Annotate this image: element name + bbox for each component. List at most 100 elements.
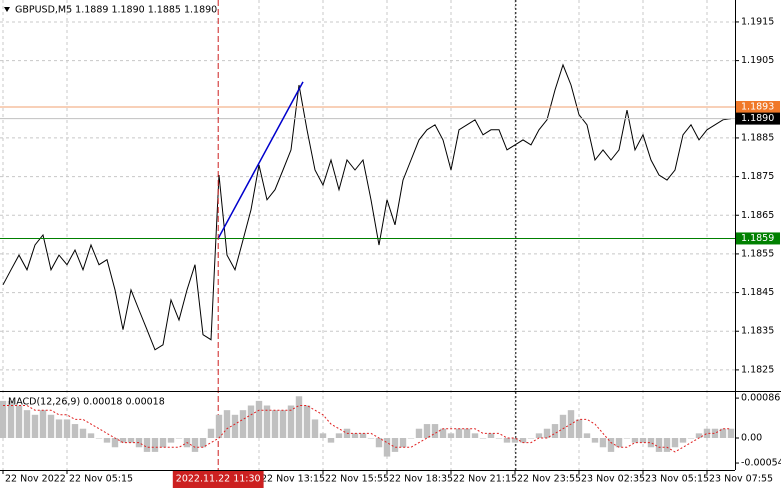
x-tick-label: 23 Nov 02:35 <box>581 474 645 485</box>
macd-bar <box>575 419 583 438</box>
x-tick-label: 23 Nov 05:15 <box>645 474 709 485</box>
macd-bar <box>95 437 103 439</box>
macd-bar <box>7 400 15 438</box>
macd-bar <box>591 437 599 443</box>
axis-labels: 1.1915 1.1905 1.1885 1.1875 1.1865 1.1855 1.18… <box>2 16 781 488</box>
macd-bar <box>679 437 687 443</box>
x-tick-label: 23 Nov 07:55 <box>709 474 773 485</box>
macd-panel <box>0 396 735 457</box>
y-tick-label: 1.1855 <box>741 248 774 259</box>
macd-bar <box>391 437 399 452</box>
macd-bar <box>543 428 551 438</box>
macd-bar <box>351 433 359 438</box>
macd-bar <box>703 428 711 438</box>
price-line <box>2 63 732 351</box>
macd-bar <box>295 396 303 438</box>
macd-title: MACD(12,26,9) 0.00018 0.00018 <box>8 397 165 408</box>
macd-bar <box>255 400 263 438</box>
macd-bar <box>327 437 335 443</box>
macd-bar <box>495 437 503 439</box>
level-label: 1.1859 <box>741 233 774 244</box>
macd-bar <box>303 405 311 438</box>
macd-bar <box>55 419 63 438</box>
level-box <box>736 112 780 125</box>
macd-bar <box>167 437 175 443</box>
macd-bar <box>415 428 423 438</box>
macd-bar <box>31 414 39 438</box>
y-tick-label: 0.00086 <box>741 393 780 404</box>
macd-bar <box>487 433 495 438</box>
macd-bar <box>111 437 119 448</box>
macd-bar <box>503 437 511 443</box>
macd-bar <box>47 414 55 438</box>
macd-bar <box>215 414 223 438</box>
macd-bar <box>599 437 607 448</box>
menu-triangle <box>4 7 10 12</box>
macd-bar <box>71 424 79 438</box>
macd-bar <box>463 428 471 438</box>
macd-bar <box>319 433 327 438</box>
macd-bar <box>431 424 439 438</box>
crosshair-label-box <box>172 471 264 488</box>
macd-bar <box>279 410 287 438</box>
x-tick-label: 22 Nov 15:55 <box>325 474 389 485</box>
macd-bar <box>0 400 7 438</box>
macd-bar <box>151 437 159 452</box>
level-box <box>736 232 780 245</box>
macd-bar <box>375 437 383 448</box>
macd-bar <box>719 428 727 438</box>
macd-bar <box>511 437 519 443</box>
macd-bar <box>535 433 543 438</box>
macd-bar <box>727 428 735 438</box>
x-tick-label: 22 Nov 18:35 <box>389 474 453 485</box>
level-label: 1.1890 <box>741 113 774 124</box>
y-tick-label: 1.1825 <box>741 364 774 375</box>
trend-line <box>217 81 304 239</box>
macd-bar <box>695 433 703 438</box>
macd-bar <box>399 437 407 448</box>
macd-bar <box>527 437 535 439</box>
macd-bar <box>23 410 31 438</box>
macd-bar <box>471 433 479 438</box>
macd-bar <box>287 405 295 438</box>
macd-bar <box>39 410 47 438</box>
macd-bar <box>615 437 623 448</box>
macd-bar <box>631 437 639 443</box>
x-tick-label: 22 Nov 23:55 <box>517 474 581 485</box>
y-tick-label: 1.1865 <box>741 210 774 221</box>
y-tick-label: -0.00054 <box>741 458 781 469</box>
level-box <box>736 100 780 113</box>
macd-bar <box>191 437 199 452</box>
macd-bar <box>383 437 391 457</box>
macd-bar <box>103 437 111 443</box>
macd-bar <box>15 405 23 438</box>
macd-bar <box>423 424 431 438</box>
y-tick-label: 1.1845 <box>741 287 774 298</box>
macd-bar <box>247 405 255 438</box>
x-tick-label: 22 Nov 21:15 <box>453 474 517 485</box>
chart-title: GBPUSD,M5 1.1889 1.1890 1.1885 1.1890 <box>15 5 217 16</box>
y-tick-label: 1.1875 <box>741 171 774 182</box>
x-tick-label: 22 Nov 05:15 <box>69 474 133 485</box>
macd-bar <box>455 428 463 438</box>
macd-bar <box>63 419 71 438</box>
macd-bar <box>687 437 695 439</box>
level-label: 1.1893 <box>741 101 774 112</box>
macd-bar <box>359 433 367 438</box>
macd-bar <box>271 410 279 438</box>
macd-bar <box>335 433 343 438</box>
macd-bar <box>175 437 183 439</box>
macd-bar <box>207 428 215 438</box>
macd-bar <box>583 433 591 438</box>
macd-bar <box>439 428 447 438</box>
macd-bar <box>119 437 127 443</box>
signal-line <box>3 405 731 453</box>
macd-bar <box>263 405 271 438</box>
x-tick-label: 22 Nov 13:15 <box>261 474 325 485</box>
crosshair-label: 2022.11.22 11:30 <box>176 474 261 485</box>
macd-bar <box>655 437 663 452</box>
macd-bar <box>479 437 487 439</box>
y-tick-label: 1.1905 <box>741 55 774 66</box>
